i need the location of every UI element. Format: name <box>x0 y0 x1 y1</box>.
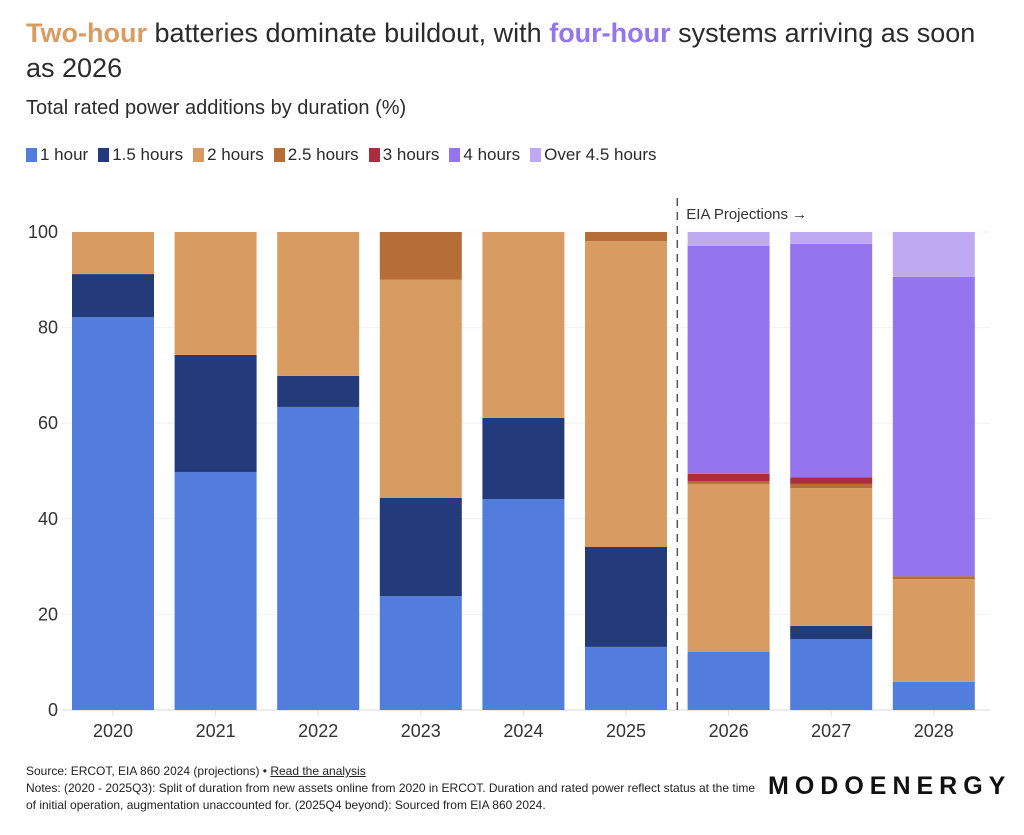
bar-segment <box>379 279 462 498</box>
legend: 1 hour 1.5 hours 2 hours 2.5 hours 3 hours 4 … <box>26 145 657 165</box>
legend-swatch <box>26 148 37 162</box>
bar-segment <box>585 547 667 647</box>
bar-segment <box>687 245 770 474</box>
legend-item: 4 hours <box>449 145 520 165</box>
legend-swatch <box>273 148 285 162</box>
bar-segment <box>790 639 873 710</box>
legend-swatch <box>449 148 461 162</box>
legend-item: 1 hour <box>26 145 88 165</box>
bar-segment <box>277 406 360 710</box>
legend-swatch <box>193 148 205 162</box>
bar-segment <box>482 232 565 418</box>
bar-segment <box>892 576 975 580</box>
bar-segment <box>892 579 975 682</box>
title-text-2: systems arriving as soon as 2026 <box>26 18 976 83</box>
bar-segment <box>687 232 770 246</box>
legend-label: 4 hours <box>463 145 521 164</box>
x-tick-label: 2028 <box>914 721 954 741</box>
x-tick-label: 2025 <box>606 721 646 741</box>
bar-segment <box>174 232 257 355</box>
projection-annotation: EIA Projections → <box>686 206 807 223</box>
bar-segment <box>482 499 565 710</box>
bar-segment <box>72 232 154 275</box>
footer: Source: ERCOT, EIA 860 2024 (projections… <box>26 763 766 814</box>
bar-segment <box>687 483 770 652</box>
legend-label: 1.5 hours <box>112 145 184 164</box>
legend-label: Over 4.5 hours <box>544 145 657 164</box>
bar-segment <box>585 241 667 548</box>
bar-segment <box>687 651 770 710</box>
y-tick-label: 100 <box>28 222 58 242</box>
y-tick-label: 0 <box>48 700 58 720</box>
legend-swatch <box>98 148 110 162</box>
legend-label: 1 hour <box>40 145 89 164</box>
legend-label: 2 hours <box>207 145 264 164</box>
bar-segment <box>585 646 667 710</box>
title-text-1: batteries dominate buildout, with <box>146 18 550 48</box>
chart-subtitle: Total rated power additions by duration … <box>26 97 407 119</box>
bar-segment <box>892 681 975 710</box>
legend-swatch <box>368 148 380 162</box>
y-tick-label: 60 <box>38 413 58 433</box>
legend-label: 2.5 hours <box>287 145 359 164</box>
brand-logo: MODOENERGY <box>768 772 1012 800</box>
bar-segment <box>790 488 873 626</box>
bar-segment <box>277 375 360 407</box>
bar-segment <box>174 471 257 710</box>
bar-segment <box>790 477 873 484</box>
bar-segment <box>790 243 873 478</box>
bar-segment <box>892 232 975 277</box>
x-tick-label: 2022 <box>298 721 338 741</box>
read-analysis-link[interactable]: Read the analysis <box>270 764 366 778</box>
x-tick-label: 2021 <box>196 721 236 741</box>
bar-segment <box>379 232 462 280</box>
y-tick-label: 20 <box>38 604 58 624</box>
legend-item: 3 hours <box>368 145 440 165</box>
y-tick-label: 80 <box>38 318 58 338</box>
bar-segment <box>687 473 770 482</box>
legend-item: Over 4.5 hours <box>530 145 657 165</box>
notes-text: Notes: (2020 - 2025Q3): Split of duratio… <box>26 781 756 812</box>
bar-segment <box>585 232 667 242</box>
bar-segment <box>790 232 873 244</box>
bar-segment <box>72 274 154 318</box>
legend-label: 3 hours <box>382 145 440 164</box>
bar-segment <box>482 417 565 500</box>
bar-segment <box>379 596 462 710</box>
legend-item: 2 hours <box>193 145 264 165</box>
chart-title: Two-hour batteries dominate buildout, wi… <box>26 16 1006 86</box>
source-text: Source: ERCOT, EIA 860 2024 (projections… <box>26 764 271 778</box>
bar-segment <box>790 483 873 489</box>
bar-segment <box>174 354 257 472</box>
x-tick-label: 2024 <box>503 721 543 741</box>
legend-item: 2.5 hours <box>273 145 359 165</box>
x-tick-label: 2023 <box>401 721 441 741</box>
y-tick-label: 40 <box>38 509 58 529</box>
bar-segment <box>687 481 770 484</box>
legend-swatch <box>530 148 542 162</box>
x-tick-label: 2026 <box>709 721 749 741</box>
bar-segment <box>277 232 360 376</box>
bar-segment <box>72 317 154 710</box>
legend-item: 1.5 hours <box>98 145 183 165</box>
x-tick-label: 2027 <box>811 721 851 741</box>
bar-segment <box>379 497 462 597</box>
bar-segment <box>892 276 975 577</box>
title-highlight-two-hour: Two-hour <box>26 18 147 48</box>
title-highlight-four-hour: four-hour <box>549 18 671 48</box>
bar-segment <box>790 625 873 640</box>
x-tick-label: 2020 <box>93 721 133 741</box>
